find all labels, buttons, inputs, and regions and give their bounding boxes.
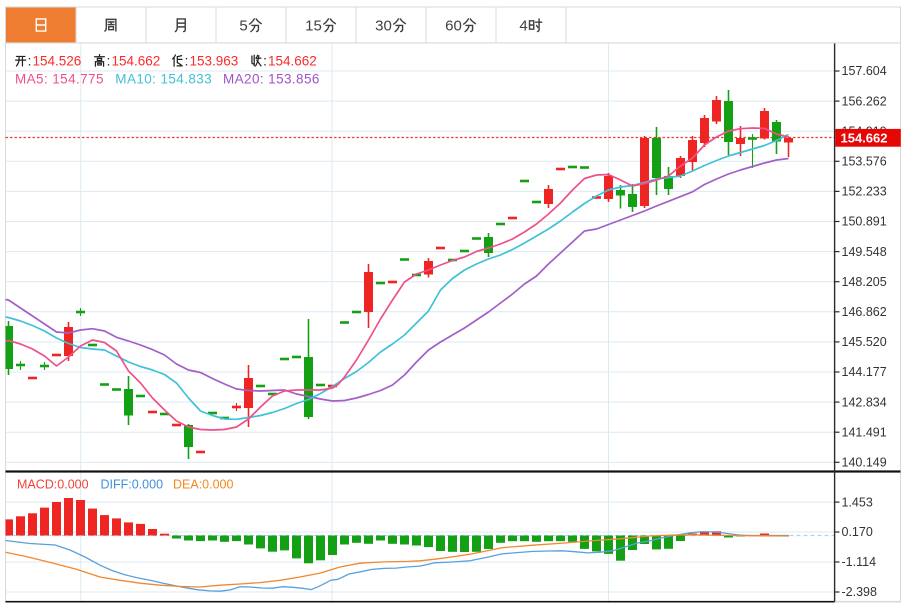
svg-text:DEA:0.000: DEA:0.000 bbox=[173, 478, 234, 492]
svg-text:30: 30 bbox=[375, 18, 392, 35]
svg-text:154.526: 154.526 bbox=[33, 54, 82, 69]
svg-text:141.491: 141.491 bbox=[842, 425, 887, 439]
svg-text::: : bbox=[185, 54, 189, 69]
svg-text:60: 60 bbox=[445, 18, 462, 35]
svg-text:DIFF:0.000: DIFF:0.000 bbox=[101, 478, 164, 492]
svg-text:153.963: 153.963 bbox=[190, 54, 239, 69]
svg-text:154.662: 154.662 bbox=[112, 54, 161, 69]
svg-text::: : bbox=[263, 54, 267, 69]
svg-text:153.576: 153.576 bbox=[842, 155, 887, 169]
svg-text:152.233: 152.233 bbox=[842, 185, 887, 199]
svg-text:15: 15 bbox=[305, 18, 322, 35]
svg-text:0.170: 0.170 bbox=[842, 525, 873, 539]
svg-text:146.862: 146.862 bbox=[842, 305, 887, 319]
svg-text:144.177: 144.177 bbox=[842, 365, 887, 379]
svg-text:MA10: 154.833: MA10: 154.833 bbox=[115, 72, 212, 87]
svg-text:157.604: 157.604 bbox=[842, 64, 887, 78]
svg-text:145.520: 145.520 bbox=[842, 335, 887, 349]
svg-text:-1.114: -1.114 bbox=[842, 555, 877, 569]
svg-text:150.891: 150.891 bbox=[842, 215, 887, 229]
svg-text:1.453: 1.453 bbox=[842, 495, 873, 509]
svg-text:154.662: 154.662 bbox=[841, 130, 888, 145]
svg-text::: : bbox=[28, 54, 32, 69]
svg-text:149.548: 149.548 bbox=[842, 245, 887, 259]
svg-text:140.149: 140.149 bbox=[842, 456, 887, 470]
svg-text:148.205: 148.205 bbox=[842, 275, 887, 289]
svg-text:4: 4 bbox=[519, 18, 527, 35]
svg-text:MACD:0.000: MACD:0.000 bbox=[17, 478, 89, 492]
svg-text:156.262: 156.262 bbox=[842, 94, 887, 108]
svg-text:MA20: 153.856: MA20: 153.856 bbox=[223, 72, 320, 87]
svg-text:MA5: 154.775: MA5: 154.775 bbox=[15, 72, 104, 87]
svg-text::: : bbox=[107, 54, 111, 69]
svg-text:154.662: 154.662 bbox=[268, 54, 317, 69]
svg-text:-2.398: -2.398 bbox=[842, 585, 877, 599]
svg-text:5: 5 bbox=[239, 18, 247, 35]
svg-text:142.834: 142.834 bbox=[842, 395, 887, 409]
